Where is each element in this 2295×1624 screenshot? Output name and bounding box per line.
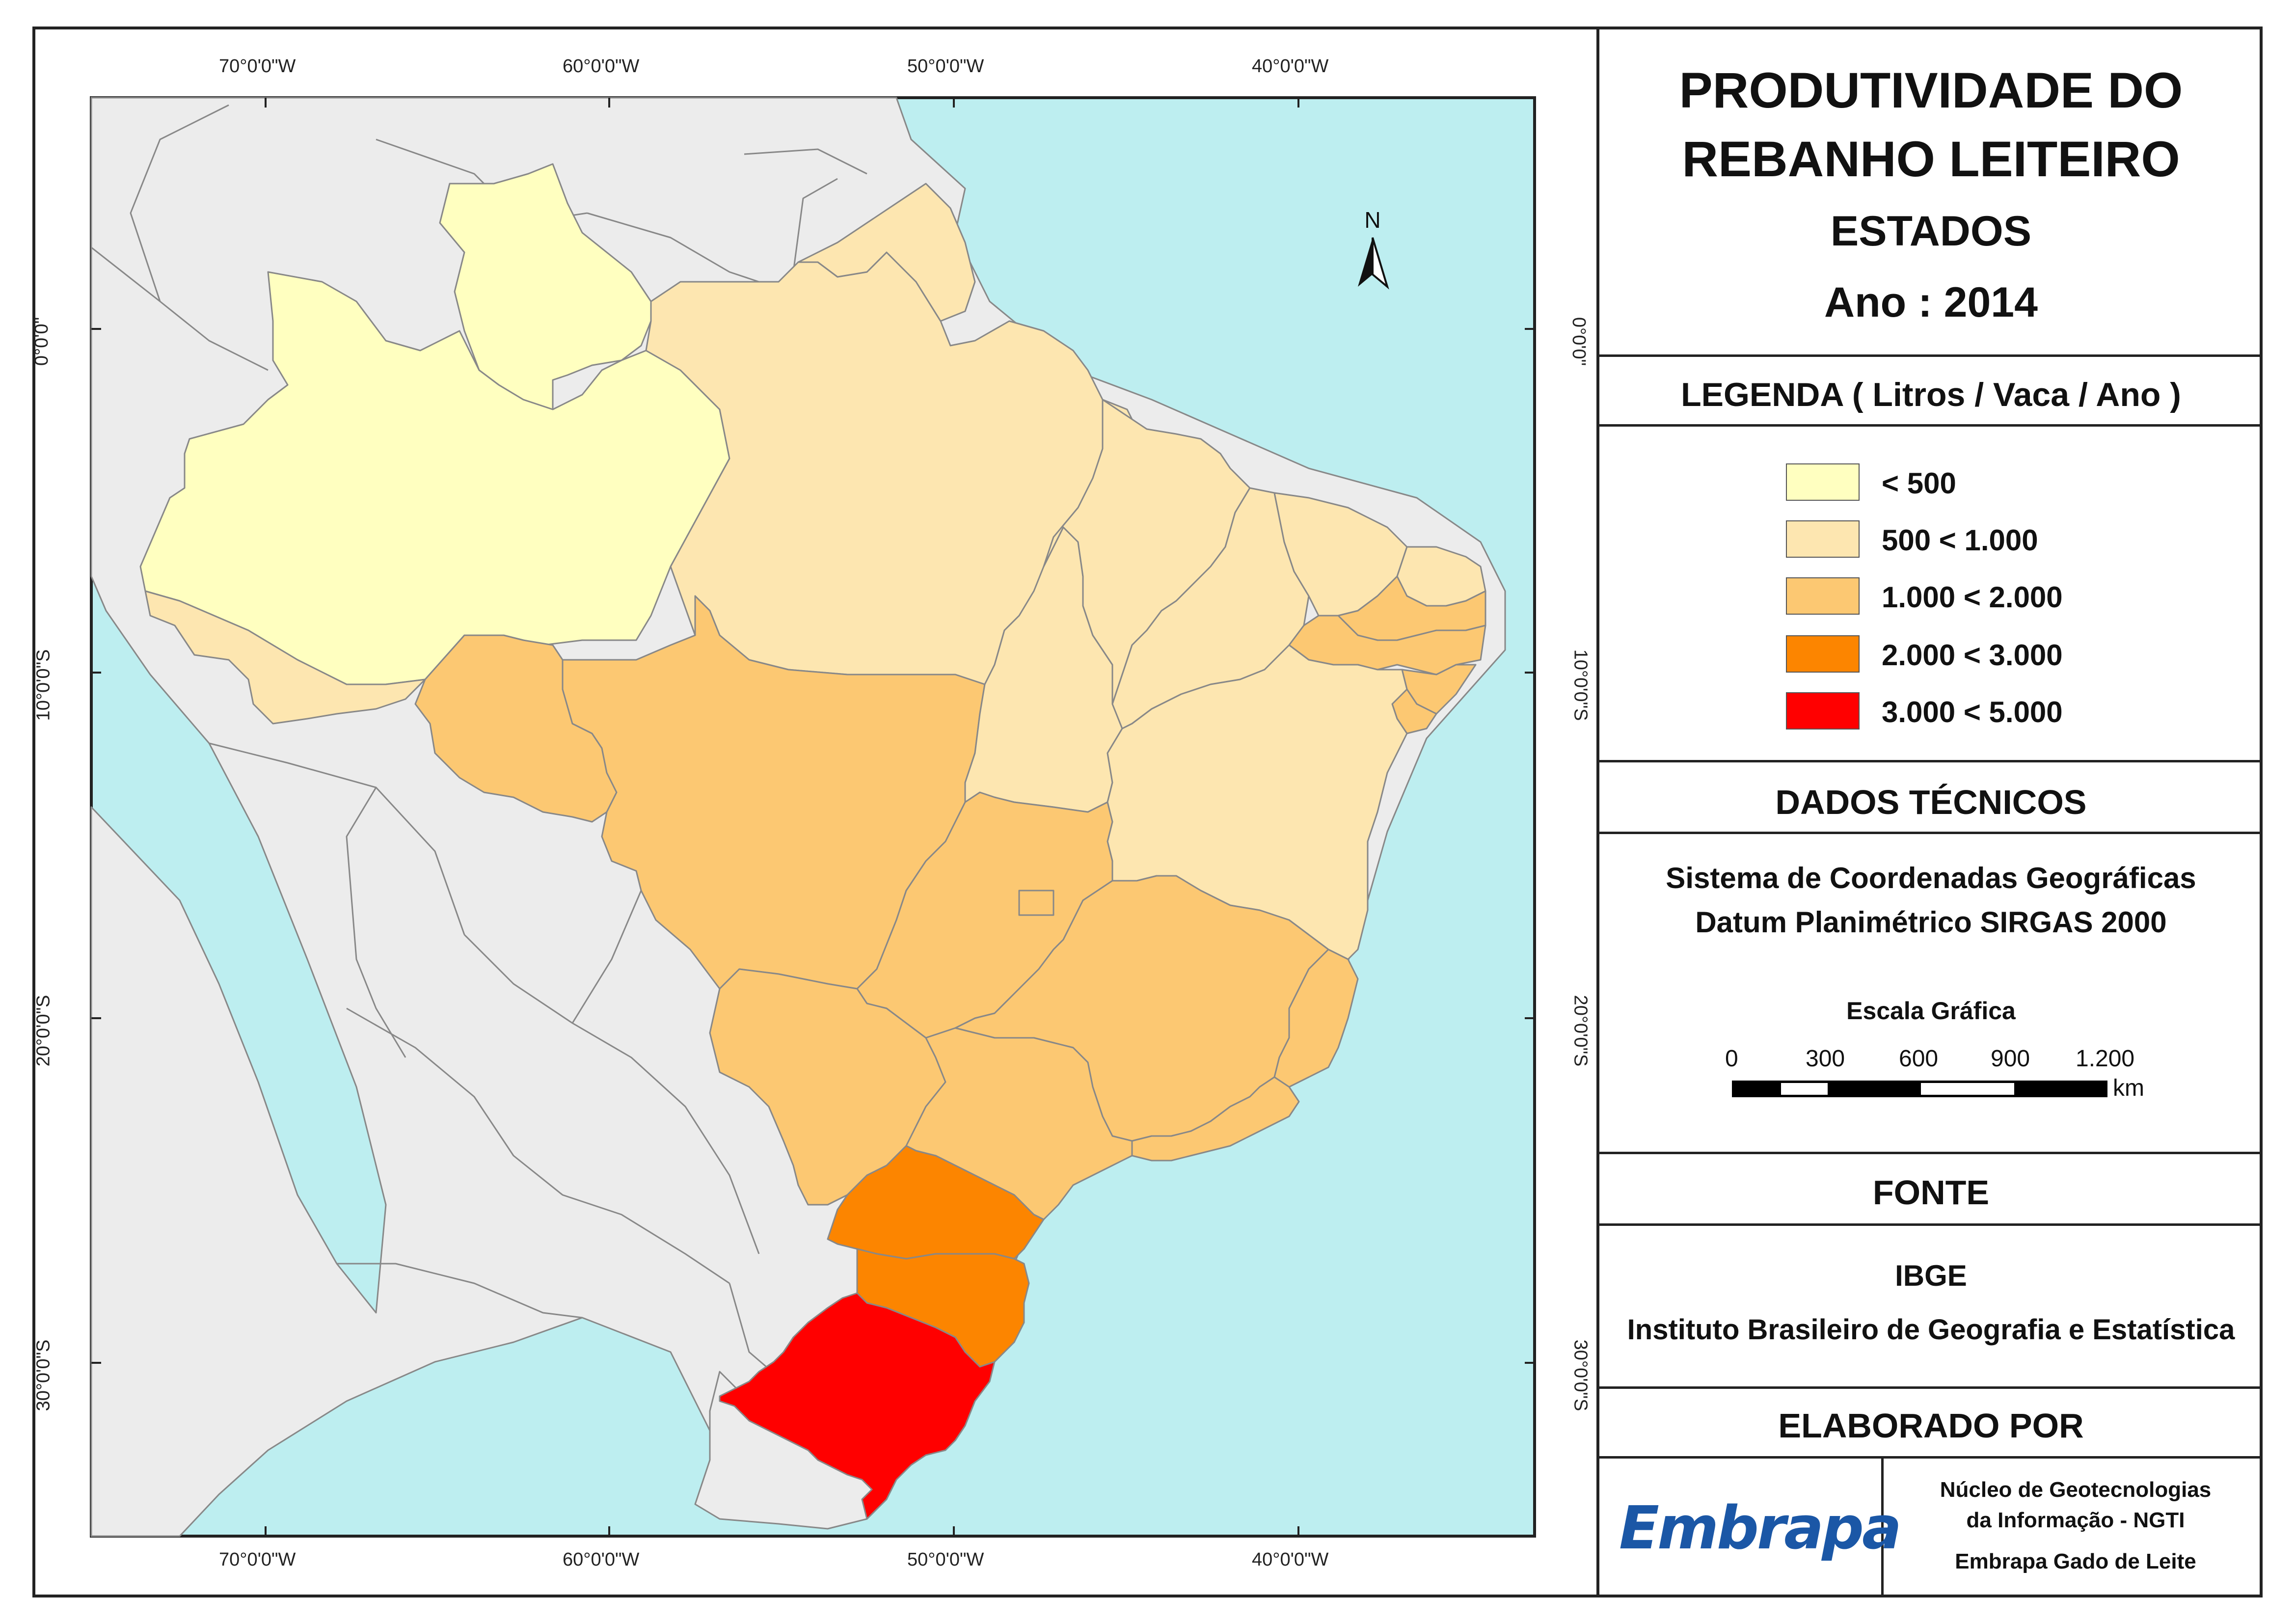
state-amapa [797, 183, 976, 322]
state-distrito-federal [1018, 890, 1054, 916]
legend-label: 1.000 < 2.000 [1882, 581, 2063, 614]
legend-heading: LEGENDA ( Litros / Vaca / Ano ) [1681, 376, 2181, 413]
lon-label-top-70: 70°0'0"W [219, 56, 296, 77]
title-line-2: REBANHO LEITEIRO [1682, 131, 2180, 187]
legend-label: 3.000 < 5.000 [1882, 696, 2063, 729]
state-rio-grande-do-sul [719, 1292, 996, 1520]
map-panel: 70°0'0"W 60°0'0"W 50°0'0"W 40°0'0"W 70°0… [31, 27, 1596, 1597]
lon-label-top-40: 40°0'0"W [1252, 56, 1329, 77]
scale-tick-label: 1.200 [2076, 1046, 2135, 1072]
state-roraima [439, 163, 652, 410]
lon-label-bottom-50: 50°0'0"W [907, 1549, 984, 1570]
scale-bar: 0 300 600 900 1.200 km [1725, 1045, 2174, 1104]
legend-label: < 500 [1882, 467, 1956, 500]
scale-unit: km [2113, 1075, 2144, 1101]
divider [1881, 1456, 1884, 1597]
legend-swatch [1786, 635, 1860, 673]
embrapa-logo: Embrapa [1619, 1494, 1902, 1563]
coordinate-system-text: Sistema de Coordenadas Geográficas [1666, 862, 2196, 894]
technical-heading: DADOS TÉCNICOS [1775, 783, 2087, 821]
author-line-2: da Informação - NGTI [1966, 1508, 2185, 1532]
sidebar-panel: PRODUTIVIDADE DO REBANHO LEITEIRO ESTADO… [1596, 27, 2263, 1597]
scale-tick-label: 900 [1991, 1046, 2030, 1072]
divider [1599, 1223, 2263, 1226]
legend-swatch [1786, 577, 1860, 615]
legend-swatch [1786, 463, 1860, 501]
state-rio-de-janeiro [1131, 1076, 1300, 1162]
source-line-1: IBGE [1895, 1259, 1967, 1292]
author-heading: ELABORADO POR [1778, 1407, 2084, 1445]
divider [1599, 760, 2263, 762]
lon-label-bottom-70: 70°0'0"W [219, 1549, 296, 1570]
map-frame [32, 27, 2263, 1597]
lon-label-top-60: 60°0'0"W [563, 56, 640, 77]
state-parana [827, 1145, 1045, 1260]
lon-label-top-50: 50°0'0"W [907, 56, 984, 77]
lon-label-bottom-40: 40°0'0"W [1252, 1549, 1329, 1570]
brazil-map: N [90, 96, 1536, 1538]
map-year: Ano : 2014 [1824, 279, 2038, 326]
author-line-3: Embrapa Gado de Leite [1955, 1549, 2196, 1573]
state-amazonas [139, 271, 730, 685]
divider [1599, 1456, 2263, 1459]
title-line-1: PRODUTIVIDADE DO [1679, 62, 2183, 118]
author-line-1: Núcleo de Geotecnologias [1940, 1478, 2212, 1502]
scale-tick-label: 0 [1725, 1046, 1738, 1072]
scale-title: Escala Gráfica [1846, 997, 2016, 1025]
legend-label: 500 < 1.000 [1882, 524, 2038, 557]
source-line-2: Instituto Brasileiro de Geografia e Esta… [1627, 1314, 2235, 1346]
divider [1599, 354, 2263, 357]
scale-tick-label: 600 [1899, 1046, 1939, 1072]
legend-swatch [1786, 520, 1860, 558]
source-heading: FONTE [1872, 1173, 1990, 1212]
divider [1599, 832, 2263, 834]
divider [1599, 1386, 2263, 1389]
title-block: PRODUTIVIDADE DO REBANHO LEITEIRO ESTADO… [1599, 56, 2263, 360]
graticule-ticks [91, 98, 1535, 1536]
north-label: N [1364, 207, 1380, 233]
divider [1599, 424, 2263, 427]
map-subtitle: ESTADOS [1830, 208, 2032, 255]
lon-label-bottom-60: 60°0'0"W [563, 1549, 640, 1570]
legend-label: 2.000 < 3.000 [1882, 639, 2063, 672]
north-arrow-icon: N [1358, 207, 1389, 290]
legend-swatch [1786, 692, 1860, 730]
scale-bar-outline [1732, 1081, 2107, 1097]
divider [1599, 1152, 2263, 1154]
datum-text: Datum Planimétrico SIRGAS 2000 [1695, 906, 2167, 939]
scale-tick-label: 300 [1806, 1046, 1845, 1072]
state-acre [144, 590, 426, 725]
